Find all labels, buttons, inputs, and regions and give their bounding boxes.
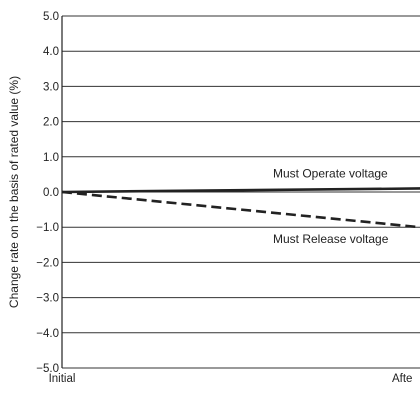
y-tick-label: 1.0 — [43, 152, 59, 164]
y-axis-label: Change rate on the basis of rated value … — [7, 76, 21, 308]
y-tick-label: −4.0 — [36, 328, 59, 340]
y-tick-label: −5.0 — [36, 363, 59, 375]
series-line — [61, 190, 420, 229]
series-label-release: Must Release voltage — [273, 232, 389, 246]
series-label-operate: Must Operate voltage — [273, 166, 388, 180]
y-tick-label: 3.0 — [43, 81, 59, 93]
series-line — [61, 187, 420, 194]
series-lines — [61, 187, 420, 229]
x-tick-label: Afte — [392, 373, 412, 385]
y-tick-label: 4.0 — [43, 46, 59, 58]
series-annotations: Must Operate voltage Must Release voltage — [273, 166, 389, 246]
y-tick-label: −3.0 — [36, 293, 59, 305]
y-tick-label: −1.0 — [36, 222, 59, 234]
y-tick-label: 0.0 — [43, 187, 59, 199]
y-tick-labels: 5.0 4.0 3.0 2.0 1.0 0.0 −1.0 −2.0 −3.0 −4.0 −5.0 — [36, 11, 59, 375]
y-tick-label: 2.0 — [43, 117, 59, 129]
y-tick-label: 5.0 — [43, 11, 59, 23]
x-tick-label: Initial — [49, 373, 76, 385]
x-tick-labels: Initial Afte — [49, 373, 413, 385]
y-tick-label: −2.0 — [36, 257, 59, 269]
